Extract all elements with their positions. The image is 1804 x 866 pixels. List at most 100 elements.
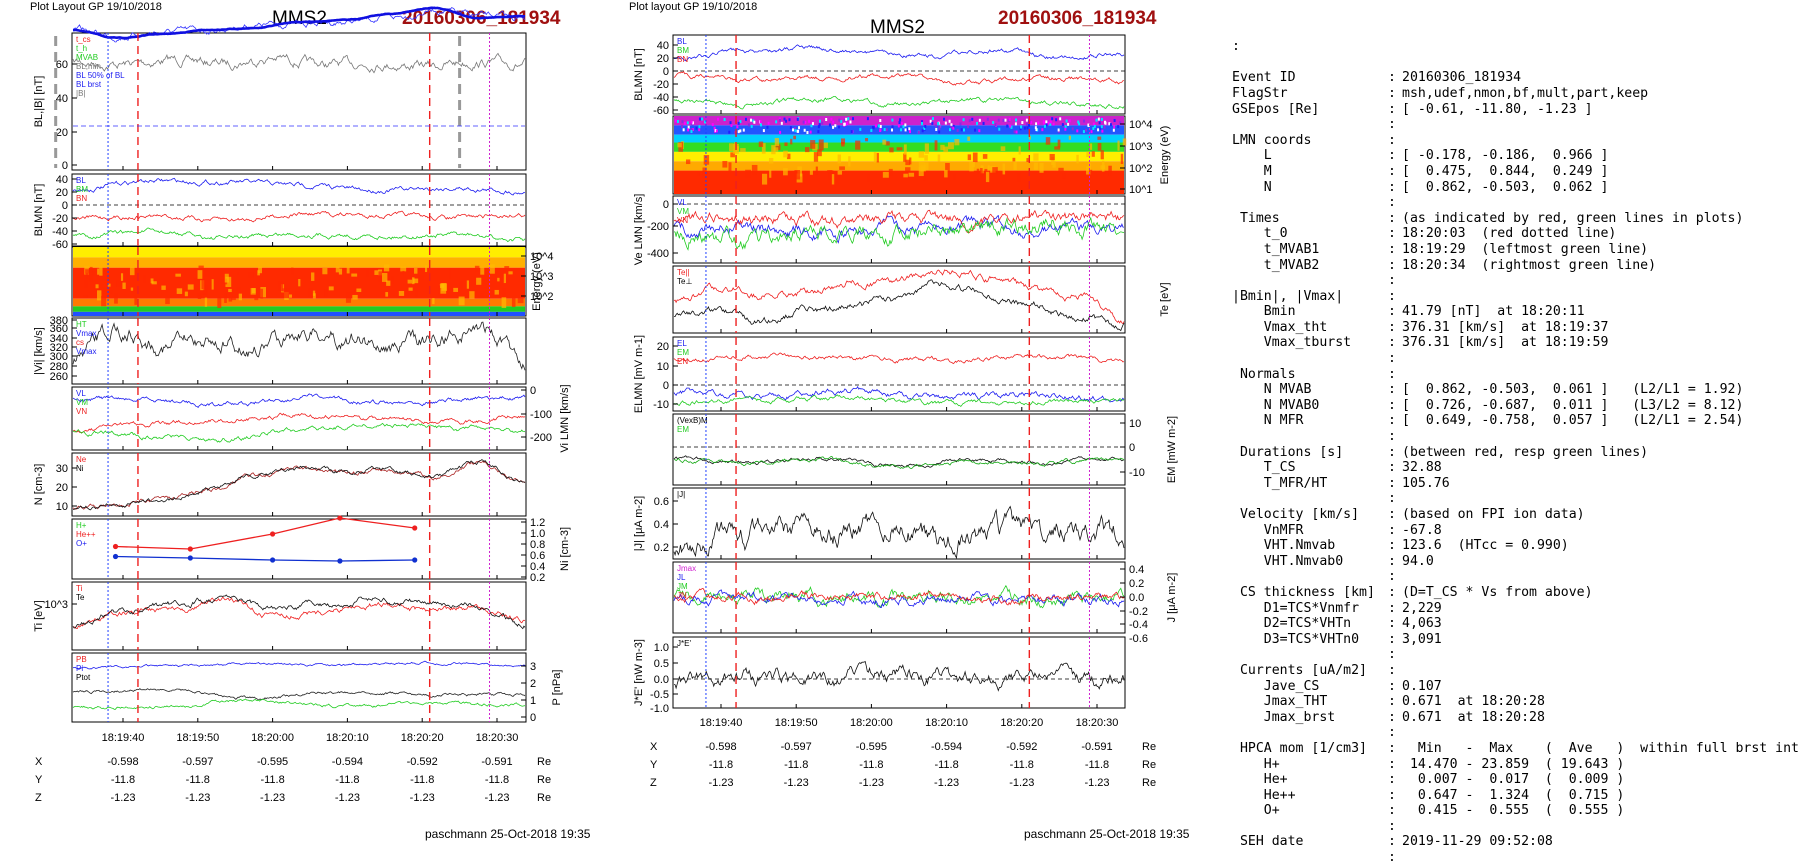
ephemeris-value: -0.595 bbox=[257, 756, 288, 768]
legend-entry: |J| bbox=[677, 490, 685, 499]
spectrogram-noise bbox=[806, 131, 809, 135]
ephemeris-value: -1.23 bbox=[784, 777, 809, 789]
spectrogram-noise bbox=[879, 118, 882, 122]
spectrogram-speckle bbox=[432, 298, 435, 305]
spectrogram-noise bbox=[1100, 117, 1103, 121]
series-line bbox=[72, 321, 526, 371]
y-tick-label: 0 bbox=[530, 712, 536, 724]
series-line bbox=[72, 177, 526, 196]
y-tick-label: 20 bbox=[657, 341, 669, 353]
info-colon: : bbox=[1388, 210, 1396, 226]
spectrogram-noise bbox=[818, 123, 821, 127]
legend-entry: BL,min bbox=[76, 62, 101, 71]
legend-entry: Vmax bbox=[76, 347, 96, 356]
spectrogram-noise bbox=[1104, 121, 1107, 125]
spectrogram-speckle bbox=[197, 295, 202, 300]
y-tick-label: 10^2 bbox=[1129, 163, 1153, 175]
spectrogram-noise bbox=[742, 128, 745, 132]
info-colon: : bbox=[1388, 850, 1396, 866]
spectrogram-noise bbox=[952, 126, 955, 130]
spectrogram-speckle bbox=[1051, 156, 1055, 166]
spectrogram-speckle bbox=[728, 162, 732, 172]
y-axis-label: N [cm-3] bbox=[33, 464, 45, 506]
y-tick-label: 0.2 bbox=[530, 572, 545, 584]
spectrogram-noise bbox=[1092, 122, 1095, 126]
spectrogram-speckle bbox=[827, 170, 833, 174]
spectrogram-speckle bbox=[374, 270, 379, 275]
info-key bbox=[1232, 351, 1388, 367]
spectrogram-noise bbox=[949, 128, 952, 132]
spectrogram-speckle bbox=[150, 278, 154, 284]
info-key: GSEpos [Re] bbox=[1232, 101, 1320, 117]
panel-frame bbox=[71, 173, 527, 247]
spectrogram-noise bbox=[944, 121, 947, 125]
y-tick-label: 300 bbox=[50, 351, 68, 363]
right-layout-label: Plot layout GP 19/10/2018 bbox=[629, 1, 758, 13]
spectrogram-noise bbox=[736, 125, 739, 129]
spectrogram-noise bbox=[962, 118, 965, 122]
series-line bbox=[673, 660, 1125, 692]
spectrogram-noise bbox=[747, 123, 750, 127]
info-value: 18:19:29 (leftmost green line) bbox=[1402, 241, 1649, 257]
ephemeris-value: -1.23 bbox=[110, 792, 135, 804]
y-tick-label: 2 bbox=[530, 678, 536, 690]
spectrogram-noise bbox=[1015, 118, 1018, 122]
info-row: : bbox=[1232, 273, 1799, 289]
spectrogram-speckle bbox=[1122, 138, 1127, 146]
spectrogram-noise bbox=[923, 127, 926, 131]
right-event-id: 20160306_181934 bbox=[998, 8, 1157, 29]
spectrogram-noise bbox=[1061, 123, 1064, 127]
spectrogram-speckle bbox=[322, 267, 328, 275]
spectrogram-speckle bbox=[418, 274, 424, 280]
ephemeris-unit: Re bbox=[537, 756, 551, 768]
spectrogram-speckle bbox=[980, 168, 983, 177]
info-colon: : bbox=[1388, 475, 1396, 491]
spectrogram-noise bbox=[1103, 125, 1106, 129]
info-key bbox=[1232, 491, 1388, 507]
x-tick-label: 18:20:10 bbox=[925, 717, 968, 729]
y-tick-label: 20 bbox=[56, 187, 68, 199]
y-tick-label: 260 bbox=[50, 371, 68, 383]
info-row: N MVAB0: [ 0.726, -0.687, 0.011 ] (L3/L2 … bbox=[1232, 398, 1799, 414]
x-tick-label: 18:20:10 bbox=[326, 732, 369, 744]
spectrogram-speckle bbox=[805, 147, 810, 153]
spectrogram-speckle bbox=[202, 289, 207, 294]
spectrogram-noise bbox=[834, 124, 837, 128]
spectrogram-speckle bbox=[828, 170, 834, 180]
spectrogram-speckle bbox=[187, 284, 194, 290]
spectrogram-speckle bbox=[122, 282, 126, 289]
info-row: D2=TCS*VHTn:4,063 bbox=[1232, 616, 1799, 632]
spectrogram-noise bbox=[956, 128, 959, 132]
spectrogram-speckle bbox=[291, 267, 294, 275]
spectrogram-noise bbox=[1068, 119, 1071, 123]
info-key: T_MFR/HT bbox=[1232, 475, 1328, 491]
spectrogram-noise bbox=[859, 127, 862, 131]
info-key: L bbox=[1232, 148, 1272, 164]
spectrogram-speckle bbox=[198, 265, 204, 270]
info-row: : bbox=[1232, 725, 1799, 741]
spectrogram-speckle bbox=[793, 135, 796, 140]
spectrogram-band bbox=[73, 306, 525, 312]
spectrogram-speckle bbox=[773, 147, 779, 152]
spectrogram-speckle bbox=[489, 264, 495, 274]
spectrogram-speckle bbox=[866, 173, 871, 183]
ephemeris-value: -0.597 bbox=[182, 756, 213, 768]
spectrogram-noise bbox=[1026, 122, 1029, 126]
y-tick-label: 0.4 bbox=[654, 519, 669, 531]
spectrogram-noise bbox=[681, 124, 684, 128]
spectrogram-speckle bbox=[1086, 166, 1092, 175]
spectrogram-noise bbox=[1021, 121, 1024, 125]
ephemeris-value: -1.23 bbox=[410, 792, 435, 804]
legend-entry: VL bbox=[677, 198, 687, 207]
y-tick-label: 0.2 bbox=[1129, 578, 1144, 590]
spectrogram-speckle bbox=[248, 271, 254, 278]
y-tick-label: 0 bbox=[530, 385, 536, 397]
spectrogram-noise bbox=[948, 119, 951, 123]
spectrogram-speckle bbox=[194, 278, 200, 282]
spectrogram-speckle bbox=[203, 269, 210, 277]
spectrogram-noise bbox=[1037, 121, 1040, 125]
info-key: VnMFR bbox=[1232, 522, 1304, 538]
info-colon: : bbox=[1388, 694, 1396, 710]
